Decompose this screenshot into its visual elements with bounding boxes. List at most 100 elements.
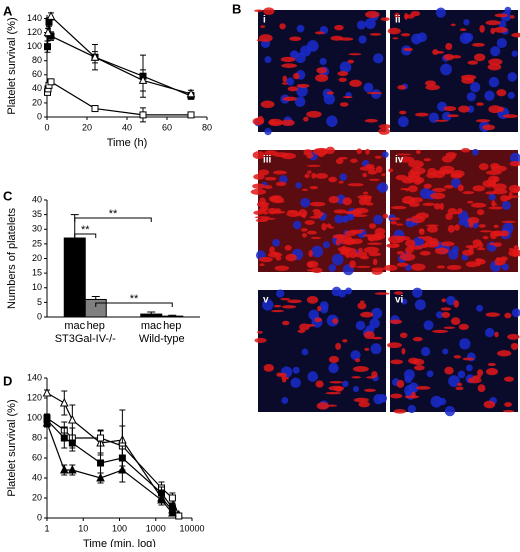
- y-tick-label: 0: [37, 512, 42, 522]
- cell: [408, 185, 418, 193]
- cell: [315, 172, 329, 179]
- cell: [457, 184, 464, 192]
- nucleus: [417, 32, 427, 43]
- cell: [447, 224, 455, 233]
- x-tick-label: 20: [82, 122, 92, 132]
- cell: [445, 212, 453, 220]
- bar: [84, 298, 107, 318]
- nucleus: [459, 338, 471, 350]
- nucleus: [350, 350, 361, 361]
- y-tick-label: 0: [37, 311, 42, 321]
- cell: [352, 214, 368, 218]
- y-tick-label: 40: [32, 83, 42, 93]
- cell: [353, 397, 370, 403]
- cell: [363, 331, 375, 339]
- bar: [63, 237, 86, 318]
- x-tick-label: 40: [122, 122, 132, 132]
- cell: [410, 167, 426, 175]
- cell: [335, 158, 344, 165]
- cell: [372, 232, 386, 240]
- marker: [47, 78, 55, 86]
- x-tick-label: 0: [44, 122, 49, 132]
- cell: [501, 220, 517, 223]
- nucleus: [352, 385, 360, 393]
- cell: [401, 347, 406, 355]
- cell: [494, 331, 499, 338]
- cell: [301, 188, 309, 191]
- cell: [306, 164, 321, 167]
- marker: [90, 52, 100, 61]
- micrograph-label: v: [263, 295, 269, 306]
- marker: [118, 464, 127, 474]
- cell: [434, 119, 449, 122]
- nucleus: [308, 309, 320, 321]
- cell: [310, 236, 321, 240]
- cell: [436, 265, 446, 269]
- nucleus: [458, 219, 465, 226]
- nucleus: [448, 375, 460, 387]
- nucleus: [323, 93, 335, 105]
- nucleus: [264, 56, 272, 64]
- nucleus: [408, 382, 419, 393]
- cell: [250, 188, 267, 195]
- cell: [360, 255, 370, 260]
- cell: [445, 152, 458, 157]
- nucleus: [507, 72, 518, 82]
- cell: [256, 330, 263, 334]
- nucleus: [490, 46, 501, 57]
- cell: [363, 246, 380, 254]
- cell: [387, 342, 402, 349]
- nucleus: [407, 404, 416, 414]
- cell: [365, 10, 380, 19]
- nucleus: [322, 241, 330, 249]
- nucleus: [300, 197, 311, 208]
- nucleus: [420, 187, 431, 199]
- micrograph: ii: [387, 6, 520, 132]
- nucleus: [488, 76, 500, 88]
- cell: [434, 247, 449, 255]
- nucleus: [423, 320, 434, 331]
- cell: [349, 229, 365, 232]
- cell: [419, 250, 431, 256]
- cell: [453, 355, 462, 359]
- cell: [430, 192, 446, 200]
- cell: [441, 155, 454, 163]
- cell: [489, 242, 495, 246]
- nucleus: [307, 40, 319, 52]
- nucleus: [509, 152, 520, 164]
- cell: [260, 25, 266, 28]
- cell: [482, 124, 495, 131]
- nucleus: [295, 182, 302, 189]
- cell: [282, 75, 288, 83]
- cell: [309, 186, 319, 190]
- cell: [492, 177, 497, 184]
- cell: [476, 209, 485, 216]
- nucleus: [301, 348, 309, 356]
- cell: [388, 217, 400, 221]
- cell: [383, 264, 398, 271]
- error-bar: [147, 311, 156, 315]
- nucleus: [331, 253, 344, 266]
- cell: [435, 50, 445, 54]
- cell: [303, 152, 309, 155]
- cell: [478, 163, 489, 171]
- cell: [281, 82, 288, 85]
- y-tick-label: 80: [32, 55, 42, 65]
- nucleus: [412, 287, 423, 298]
- micrograph: v: [254, 286, 390, 412]
- marker: [68, 414, 77, 424]
- nucleus: [511, 308, 520, 318]
- cell: [381, 173, 386, 177]
- y-tick-label: 100: [27, 41, 42, 51]
- cell: [490, 165, 507, 172]
- cell: [298, 209, 308, 217]
- cell: [389, 319, 403, 325]
- cell: [325, 391, 342, 395]
- cell: [472, 42, 485, 47]
- cell: [414, 365, 425, 371]
- cell: [461, 77, 475, 84]
- cell: [443, 326, 456, 330]
- cell: [475, 119, 491, 123]
- x-tick-label: 100: [112, 523, 127, 533]
- x-tick-label: 10000: [179, 523, 204, 533]
